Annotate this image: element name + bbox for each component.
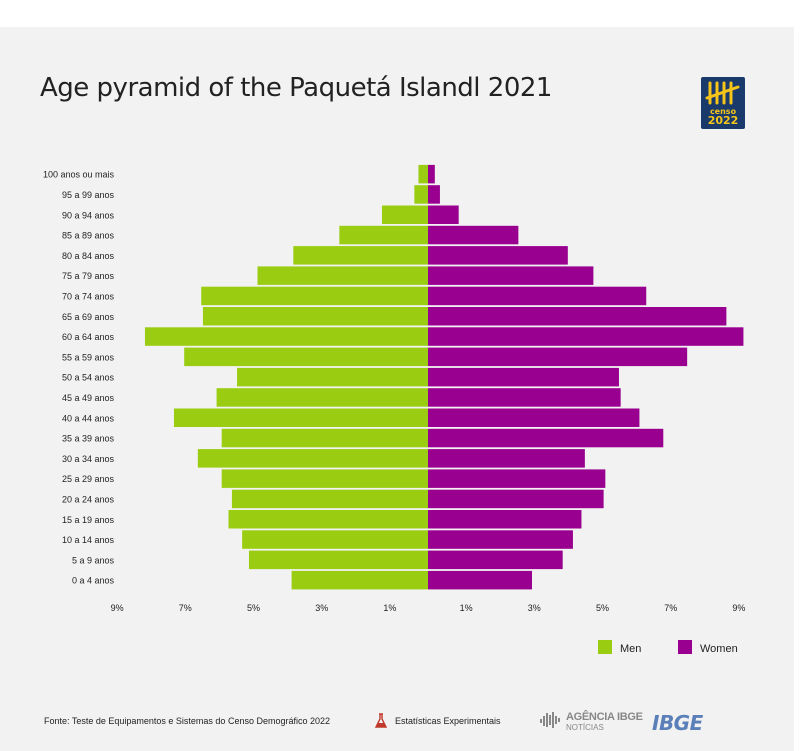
bar-men-11 <box>184 347 428 367</box>
logo-text-year: 2022 <box>707 114 739 127</box>
legend-label-men: Men <box>620 643 642 655</box>
bar-women-15 <box>428 266 594 285</box>
bar-men-18 <box>381 205 428 224</box>
source-note: Fonte: Teste de Equipamentos e Sistemas … <box>44 716 331 726</box>
age-label-9: 45 a 49 anos <box>62 393 115 403</box>
agencia-title: AGÊNCIA IBGE <box>566 711 643 723</box>
bar-men-10 <box>237 367 428 387</box>
legend-swatch-men <box>598 640 612 654</box>
x-tick-left-4: 1% <box>383 603 396 613</box>
logo-text-censo: censo <box>709 107 737 116</box>
bar-women-0 <box>428 570 533 590</box>
legend-label-women: Women <box>700 643 738 655</box>
age-label-3: 15 a 19 anos <box>62 515 115 525</box>
age-label-10: 50 a 54 anos <box>62 373 115 383</box>
experimental-stats-label: Estatísticas Experimentais <box>395 716 501 726</box>
age-label-2: 10 a 14 anos <box>62 535 115 545</box>
age-label-6: 30 a 34 anos <box>62 454 115 464</box>
age-label-12: 60 a 64 anos <box>62 332 115 342</box>
x-tick-right-1: 3% <box>528 603 541 613</box>
censo-2022-logo: censo 2022 <box>701 77 745 129</box>
x-tick-right-3: 7% <box>664 603 677 613</box>
bar-men-6 <box>197 449 428 468</box>
bar-men-2 <box>242 530 428 549</box>
bar-men-4 <box>231 489 428 509</box>
bar-men-14 <box>201 286 428 306</box>
age-label-11: 55 a 59 anos <box>62 352 115 362</box>
bar-women-6 <box>428 449 585 468</box>
x-tick-right-0: 1% <box>460 603 473 613</box>
age-label-18: 90 a 94 anos <box>62 210 115 220</box>
bar-women-19 <box>428 185 440 204</box>
x-tick-left-0: 9% <box>111 603 124 613</box>
age-label-13: 65 a 69 anos <box>62 312 115 322</box>
bar-men-7 <box>221 428 428 448</box>
age-label-1: 5 a 9 anos <box>72 555 115 565</box>
flask-icon <box>374 713 388 728</box>
x-tick-left-2: 5% <box>247 603 260 613</box>
bar-women-16 <box>428 246 568 265</box>
bar-men-8 <box>173 408 428 427</box>
age-label-19: 95 a 99 anos <box>62 190 115 200</box>
bar-men-9 <box>216 388 428 407</box>
bar-women-20 <box>428 164 435 184</box>
bar-women-12 <box>428 327 744 346</box>
signal-bars-icon <box>540 712 560 728</box>
x-tick-right-2: 5% <box>596 603 609 613</box>
legend-swatch-women <box>678 640 692 654</box>
bar-men-19 <box>414 185 428 204</box>
bar-men-17 <box>339 225 428 245</box>
bar-men-1 <box>248 550 428 570</box>
bar-women-4 <box>428 489 604 509</box>
age-label-17: 85 a 89 anos <box>62 231 115 241</box>
age-label-15: 75 a 79 anos <box>62 271 115 281</box>
age-label-14: 70 a 74 anos <box>62 291 115 301</box>
x-tick-left-3: 3% <box>315 603 328 613</box>
bar-women-7 <box>428 428 664 448</box>
x-tick-left-1: 7% <box>179 603 192 613</box>
bar-men-16 <box>293 246 428 265</box>
chart-title: Age pyramid of the Paquetá Islandl 2021 <box>40 73 552 103</box>
bar-women-10 <box>428 367 619 387</box>
bar-women-13 <box>428 307 727 326</box>
age-label-0: 0 a 4 anos <box>72 576 115 586</box>
bar-women-3 <box>428 510 582 529</box>
age-label-5: 25 a 29 anos <box>62 474 115 484</box>
bar-women-11 <box>428 347 688 367</box>
age-label-16: 80 a 84 anos <box>62 251 115 261</box>
bar-women-9 <box>428 388 621 407</box>
age-label-4: 20 a 24 anos <box>62 494 115 504</box>
bar-women-5 <box>428 469 606 488</box>
bar-men-20 <box>418 164 428 184</box>
tally-marks-icon <box>705 81 740 105</box>
bar-men-12 <box>144 327 428 346</box>
bar-men-13 <box>202 307 428 326</box>
bar-men-0 <box>291 570 428 590</box>
ibge-logo: IBGE <box>652 711 703 735</box>
age-label-20: 100 anos ou mais <box>43 170 115 180</box>
bar-men-5 <box>221 469 428 488</box>
agencia-ibge-logo: AGÊNCIA IBGE NOTÍCIAS <box>540 711 643 734</box>
bar-women-8 <box>428 408 640 427</box>
bar-women-1 <box>428 550 563 570</box>
bar-women-2 <box>428 530 573 549</box>
bar-women-18 <box>428 205 459 224</box>
age-label-8: 40 a 44 anos <box>62 413 115 423</box>
agencia-subtitle: NOTÍCIAS <box>566 723 604 732</box>
age-label-7: 35 a 39 anos <box>62 434 115 444</box>
bar-men-3 <box>228 510 428 529</box>
bar-men-15 <box>257 266 428 285</box>
x-tick-right-4: 9% <box>732 603 745 613</box>
bar-women-17 <box>428 225 519 245</box>
bar-women-14 <box>428 286 647 306</box>
